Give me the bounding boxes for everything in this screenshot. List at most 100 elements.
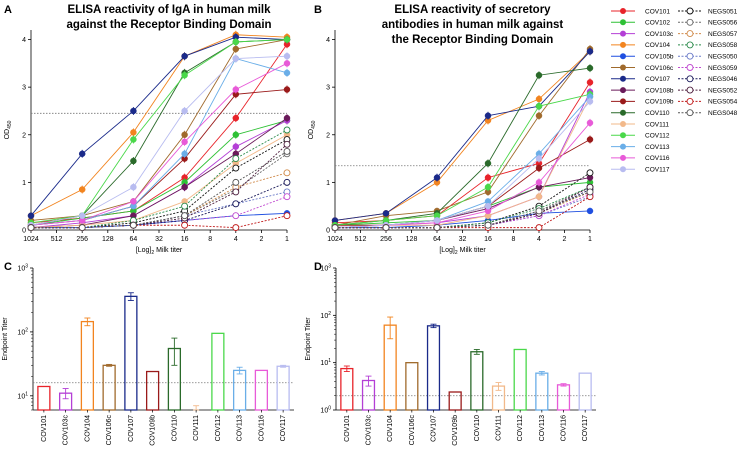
panel-letter-b: B: [314, 4, 322, 16]
x-tick-label: 64: [433, 236, 441, 243]
data-point-negs048: [283, 147, 291, 155]
x-tick-label: 256: [380, 236, 392, 243]
bar-cov101: [37, 385, 51, 411]
y-axis-label: Endpoint Titer: [305, 317, 312, 361]
series-line-cov103c: [334, 91, 591, 229]
y-tick-label: 0: [22, 228, 26, 235]
series-line-negs050: [31, 191, 288, 229]
legend-marker: [620, 87, 626, 94]
legend-label-cov104: COV104: [645, 42, 670, 49]
series-line-cov116: [334, 122, 591, 229]
legend-marker: [620, 19, 626, 26]
x-tick-label: COV106c: [106, 415, 113, 446]
data-point-negs054: [535, 224, 543, 232]
x-tick-label: 8: [208, 236, 212, 243]
data-point-negs054: [232, 224, 240, 232]
x-tick-label: COV113: [539, 415, 546, 441]
legend-label-cov101: COV101: [645, 8, 670, 15]
legend-label-cov106c: COV106c: [645, 65, 674, 72]
data-point-cov101: [232, 114, 240, 122]
data-point-cov107: [586, 48, 594, 55]
y-tick-label: 100: [320, 406, 331, 415]
series-line-cov107: [334, 51, 591, 221]
legend-label-negs057: NEGS057: [708, 31, 738, 38]
bar-cov110: [470, 351, 484, 411]
x-tick-label: COV116: [258, 415, 265, 441]
data-point-cov113: [283, 69, 291, 77]
data-point-cov116: [181, 138, 188, 146]
y-tick-label: 1: [22, 180, 26, 187]
x-tick-label: 128: [406, 236, 418, 243]
x-axis-label: [Log]2 Milk titer: [439, 247, 486, 256]
legend-label-negs048: NEGS048: [708, 110, 738, 117]
bar-cov113: [535, 372, 549, 411]
y-tick-label: 2: [326, 132, 330, 139]
y-tick-label: 3: [22, 85, 26, 92]
data-point-cov116: [586, 119, 594, 127]
data-point-cov107: [130, 107, 137, 115]
x-tick-label: COV110: [474, 415, 481, 441]
series-line-cov117: [334, 101, 591, 229]
series-line-negs057: [335, 191, 591, 229]
data-point-cov112: [535, 102, 543, 110]
x-tick-label: 16: [181, 236, 189, 243]
series-line-negs046: [31, 181, 288, 229]
chart-title-line: against the Receptor Binding Domain: [66, 19, 271, 31]
series-line-cov117: [30, 55, 288, 226]
data-point-negs051: [586, 169, 594, 177]
legend-marker: [620, 132, 626, 139]
data-point-negs046: [283, 178, 291, 186]
data-point-negs059: [283, 193, 291, 201]
legend-label-cov105b: COV105b: [645, 54, 674, 61]
y-tick-label: 4: [22, 37, 26, 44]
chart-title-line: the Receptor Binding Domain: [392, 34, 554, 46]
legend-label-cov103c: COV103c: [645, 31, 674, 38]
x-tick-label: COV106c: [409, 415, 416, 446]
data-point-negs048: [484, 221, 492, 229]
legend-marker: [686, 64, 694, 71]
bar-cov109b: [145, 370, 160, 411]
bar-cov116: [556, 384, 571, 411]
data-point-cov117: [78, 212, 86, 219]
data-point-negs052: [232, 188, 240, 196]
x-tick-label: COV113: [237, 415, 244, 441]
legend-marker: [686, 18, 694, 26]
legend-label-cov116: COV116: [645, 155, 670, 162]
data-point-negs048: [382, 224, 390, 232]
panel-letter-d: D: [314, 261, 322, 273]
x-tick-label: COV104: [84, 415, 91, 442]
legend-label-negs051: NEGS051: [708, 8, 738, 15]
data-point-negs046: [232, 200, 240, 208]
bar-cov107: [426, 325, 441, 411]
data-point-cov103c: [232, 143, 240, 150]
legend-marker: [686, 97, 694, 105]
chart-title-line: ELISA reactivity of secretory: [394, 4, 551, 16]
y-axis-label: OD450: [4, 120, 13, 139]
data-point-cov109b: [283, 86, 291, 93]
y-tick-label: 3: [326, 85, 330, 92]
x-tick-label: 4: [234, 236, 238, 243]
data-point-cov117: [586, 98, 594, 105]
data-point-negs048: [433, 224, 441, 232]
data-point-negs048: [129, 221, 137, 229]
x-tick-label: COV103c: [63, 415, 70, 446]
bar-cov106c: [102, 364, 116, 411]
series-line-cov110: [30, 39, 288, 226]
x-tick-label: COV107: [128, 415, 135, 442]
series-line-cov116: [30, 62, 288, 226]
legend-marker: [686, 30, 694, 38]
legend-marker: [620, 8, 626, 14]
x-tick-label: 16: [484, 236, 492, 243]
legend-label-negs058: NEGS058: [708, 42, 738, 49]
data-point-cov112: [232, 38, 240, 46]
x-axis-label: [Log]2 Milk titer: [136, 247, 183, 256]
x-tick-label: 2: [259, 236, 263, 243]
legend-label-negs056: NEGS056: [708, 20, 738, 27]
legend: COV101 COV102 COV103c COV104 COV105b COV106c C…: [611, 7, 738, 174]
series-line-cov104: [30, 34, 288, 217]
series-line-cov106c: [334, 48, 591, 226]
x-tick-label: COV103c: [366, 415, 373, 446]
x-tick-label: 1024: [327, 236, 343, 243]
legend-marker: [620, 109, 626, 116]
y-tick-label: 103: [17, 264, 28, 273]
